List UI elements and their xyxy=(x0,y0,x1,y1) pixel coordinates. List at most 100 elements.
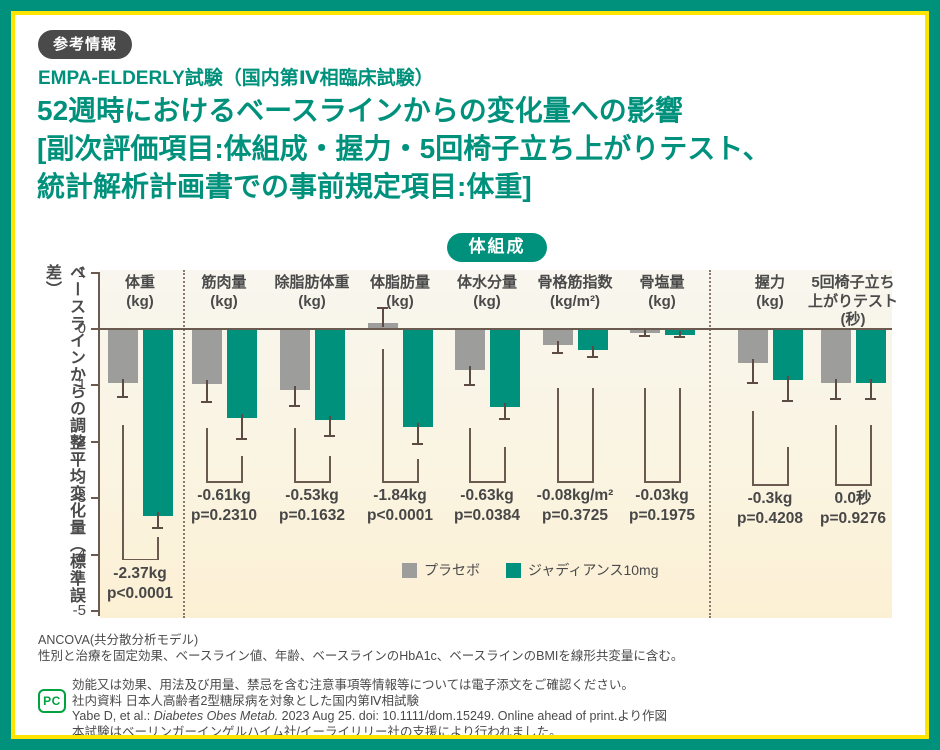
comparison-bracket-bottom xyxy=(382,481,419,483)
y-axis-tick xyxy=(91,553,98,556)
comparison-bracket-right xyxy=(679,388,681,482)
citation-warning: 効能又は効果、用法及び用量、禁忌を含む注意事項等情報等については電子添文をご確認… xyxy=(72,678,634,692)
error-bar-jardiance-cap xyxy=(152,526,163,529)
y-axis-tick xyxy=(91,610,98,612)
error-bar-jardiance-cap xyxy=(782,399,793,402)
comparison-bracket-bottom xyxy=(752,484,789,486)
y-tick-label: -5 xyxy=(72,602,86,619)
page-title: 52週時におけるベースラインからの変化量への影響 [副次評価項目:体組成・握力・… xyxy=(37,92,771,206)
p-value: p=0.0384 xyxy=(454,507,520,525)
error-bar-jardiance-line xyxy=(240,414,243,439)
error-bar-placebo-cap xyxy=(201,401,212,404)
study-name: EMPA-ELDERLY試験（国内第Ⅳ相臨床試験） xyxy=(38,68,434,89)
chart-panel: 体重 (kg) -2.37kg p<0.0001 筋肉量 (kg) -0.61kg p=0… xyxy=(100,270,898,618)
column-separator xyxy=(183,270,185,618)
comparison-label: -0.63kg p=0.0384 xyxy=(417,486,557,526)
diff-value: -0.03kg xyxy=(635,487,689,505)
p-value: p=0.2310 xyxy=(191,507,257,525)
bar-placebo xyxy=(820,329,851,384)
comparison-bracket-right xyxy=(870,424,872,485)
pc-icon: PC xyxy=(38,689,66,713)
legend-swatch xyxy=(506,562,521,578)
legend-label: プラセボ xyxy=(424,562,480,578)
comparison-bracket-right xyxy=(157,536,159,559)
comparison-label: -0.53kg p=0.1632 xyxy=(242,486,382,526)
bar-placebo xyxy=(107,329,138,383)
comparison-bracket-bottom xyxy=(835,484,872,486)
p-value: p=0.3725 xyxy=(542,507,608,525)
group-label: 5回椅子立ち 上がりテスト (秒) xyxy=(807,274,898,328)
error-bar-jardiance-line xyxy=(869,379,872,399)
error-bar-jardiance-line xyxy=(328,416,331,436)
bar-placebo xyxy=(279,329,310,391)
error-bar-jardiance-line xyxy=(678,330,681,338)
error-bar-placebo-cap xyxy=(289,404,300,407)
p-value: p=0.1632 xyxy=(279,507,345,525)
group-label: 体脂肪量 (kg) xyxy=(369,274,430,310)
body-composition-badge: 体組成 xyxy=(447,233,547,262)
zero-line xyxy=(100,328,892,330)
comparison-label: -0.08kg/m² p=0.3725 xyxy=(505,486,645,526)
error-bar-placebo-line xyxy=(381,308,384,328)
legend-swatch xyxy=(402,562,417,578)
title-line-2: [副次評価項目:体組成・握力・5回椅子立ち上がりテスト、 xyxy=(37,133,771,164)
comparison-bracket-bottom xyxy=(294,481,331,483)
p-value: p=0.1975 xyxy=(629,507,695,525)
comparison-bracket-right xyxy=(241,455,243,482)
citation-block: 効能又は効果、用法及び用量、禁忌を含む注意事項等情報等については電子添文をご確認… xyxy=(72,678,667,740)
bar-jardiance xyxy=(314,329,345,421)
comparison-bracket-left xyxy=(644,388,646,482)
error-bar-jardiance-cap xyxy=(865,397,876,400)
error-bar-placebo-line xyxy=(751,359,754,384)
diff-value: 0.0秒 xyxy=(834,490,872,508)
bar-placebo xyxy=(191,329,222,384)
comparison-bracket-left xyxy=(557,388,559,482)
diff-value: -2.37kg xyxy=(113,564,167,582)
y-tick-label: 0 xyxy=(77,320,86,337)
comparison-bracket-bottom xyxy=(644,481,681,483)
comparison-bracket-bottom xyxy=(206,481,243,483)
comparison-bracket-right xyxy=(417,458,419,482)
comparison-bracket-bottom xyxy=(557,481,594,483)
comparison-bracket-bottom xyxy=(122,558,159,561)
bar-jardiance xyxy=(226,329,257,419)
p-value: p=0.4208 xyxy=(737,510,803,528)
comparison-bracket-right xyxy=(592,388,594,482)
error-bar-jardiance-cap xyxy=(412,443,423,446)
legend-item: ジャディアンス10mg xyxy=(506,560,659,580)
p-value: p=0.9276 xyxy=(820,510,886,528)
diff-value: -0.08kg/m² xyxy=(536,487,614,505)
bar-placebo xyxy=(454,329,485,371)
comparison-label: -2.37kg p<0.0001 xyxy=(70,564,210,604)
error-bar-placebo-cap xyxy=(552,351,563,354)
error-bar-jardiance-cap xyxy=(499,418,510,421)
comparison-bracket-bottom xyxy=(469,481,506,483)
comparison-label: -1.84kg p<0.0001 xyxy=(330,486,470,526)
comparison-bracket-right xyxy=(329,455,331,482)
error-bar-jardiance-line xyxy=(416,423,419,445)
error-bar-placebo-line xyxy=(643,328,646,336)
y-axis-tick xyxy=(91,384,98,387)
error-bar-placebo-cap xyxy=(747,382,758,385)
bar-jardiance xyxy=(142,329,173,517)
error-bar-placebo-cap xyxy=(464,384,475,387)
error-bar-jardiance-cap xyxy=(587,356,598,359)
y-tick-label: -3 xyxy=(72,489,86,507)
y-tick-label: -2 xyxy=(72,432,86,450)
error-bar-placebo-line xyxy=(468,366,471,386)
error-bar-placebo-cap xyxy=(830,397,841,400)
comparison-bracket-left xyxy=(382,348,384,482)
comparison-bracket-left xyxy=(122,424,124,559)
comparison-bracket-right xyxy=(787,447,789,485)
y-tick-label: 1 xyxy=(77,263,86,281)
y-axis-tick xyxy=(91,271,98,274)
citation-journal: Diabetes Obes Metab. xyxy=(153,709,279,723)
diff-value: -0.53kg xyxy=(285,487,339,505)
citation-reference: Yabe D, et al.: Diabetes Obes Metab. 202… xyxy=(72,709,667,725)
bar-placebo xyxy=(737,329,768,364)
error-bar-placebo-cap xyxy=(639,334,650,337)
title-line-1: 52週時におけるベースラインからの変化量への影響 xyxy=(37,95,683,126)
y-axis-label: ベースラインからの調整平均変化量（標準誤差） xyxy=(43,264,84,604)
y-axis-tick xyxy=(91,440,98,443)
diff-value: -0.61kg xyxy=(197,487,251,505)
